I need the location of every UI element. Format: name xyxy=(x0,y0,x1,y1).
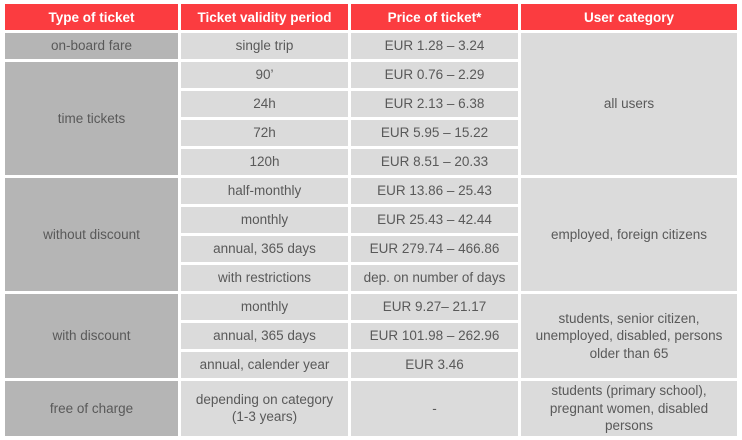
cell-users-all-users: all users xyxy=(521,33,737,175)
cell-type-free-of-charge: free of charge xyxy=(5,381,178,436)
cell-price: EUR 13.86 – 25.43 xyxy=(351,178,518,204)
cell-price: EUR 1.28 – 3.24 xyxy=(351,33,518,59)
cell-price: EUR 279.74 – 466.86 xyxy=(351,236,518,262)
cell-price: EUR 3.46 xyxy=(351,352,518,378)
table-row: time tickets 90’ EUR 0.76 – 2.29 xyxy=(5,62,737,175)
cell-type-without-discount: without discount xyxy=(5,178,178,291)
cell-validity: 120h xyxy=(181,149,348,175)
cell-type-with-discount: with discount xyxy=(5,294,178,378)
cell-price: EUR 101.98 – 262.96 xyxy=(351,323,518,349)
cell-type-time-tickets: time tickets xyxy=(5,62,178,175)
table-row: with discount monthly EUR 9.27– 21.17 st… xyxy=(5,294,737,378)
header-ticket-validity-period: Ticket validity period xyxy=(181,4,348,30)
cell-users-free-of-charge: students (primary school), pregnant wome… xyxy=(521,381,737,436)
table-row: 72h EUR 5.95 – 15.22 xyxy=(5,120,737,146)
table-row: annual, 365 days EUR 101.98 – 262.96 xyxy=(5,323,737,349)
cell-price: EUR 9.27– 21.17 xyxy=(351,294,518,320)
cell-price: EUR 8.51 – 20.33 xyxy=(351,149,518,175)
cell-type-onboard-fare: on-board fare xyxy=(5,33,178,59)
cell-validity: half-monthly xyxy=(181,178,348,204)
table-row: with restrictions dep. on number of days xyxy=(5,265,737,291)
cell-price: - xyxy=(351,381,518,436)
cell-validity: single trip xyxy=(181,33,348,59)
header-user-category: User category xyxy=(521,4,737,30)
cell-price: dep. on number of days xyxy=(351,265,518,291)
header-type-of-ticket: Type of ticket xyxy=(5,4,178,30)
cell-validity: annual, calender year xyxy=(181,352,348,378)
cell-price: EUR 0.76 – 2.29 xyxy=(351,62,518,88)
cell-validity: 24h xyxy=(181,91,348,117)
table-row: annual, 365 days EUR 279.74 – 466.86 xyxy=(5,236,737,262)
cell-validity: with restrictions xyxy=(181,265,348,291)
cell-validity: 72h xyxy=(181,120,348,146)
cell-price: EUR 2.13 – 6.38 xyxy=(351,91,518,117)
header-row: Type of ticket Ticket validity period Pr… xyxy=(5,4,737,30)
cell-users-students-discount: students, senior citizen, unemployed, di… xyxy=(521,294,737,378)
cell-validity: annual, 365 days xyxy=(181,323,348,349)
table-row: free of charge depending on category (1-… xyxy=(5,381,737,436)
table-row: monthly EUR 25.43 – 42.44 xyxy=(5,207,737,233)
cell-validity: annual, 365 days xyxy=(181,236,348,262)
cell-validity: 90’ xyxy=(181,62,348,88)
table-row: 24h EUR 2.13 – 6.38 xyxy=(5,91,737,117)
table-row: annual, calender year EUR 3.46 xyxy=(5,352,737,378)
cell-users-employed-foreign: employed, foreign citizens xyxy=(521,178,737,291)
table-row: 120h EUR 8.51 – 20.33 xyxy=(5,149,737,175)
cell-price: EUR 25.43 – 42.44 xyxy=(351,207,518,233)
cell-validity: monthly xyxy=(181,294,348,320)
cell-price: EUR 5.95 – 15.22 xyxy=(351,120,518,146)
cell-validity: monthly xyxy=(181,207,348,233)
cell-validity: depending on category (1-3 years) xyxy=(181,381,348,436)
header-price-of-ticket: Price of ticket* xyxy=(351,4,518,30)
table-row: on-board fare single trip EUR 1.28 – 3.2… xyxy=(5,33,737,175)
table-row: without discount half-monthly EUR 13.86 … xyxy=(5,178,737,291)
